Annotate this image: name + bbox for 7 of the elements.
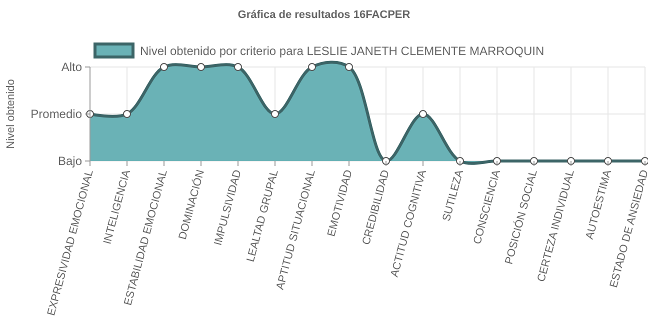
- x-tick-label: LEALTAD GRUPAL: [244, 168, 281, 264]
- text: Bajo: [58, 154, 82, 168]
- legend-label: Nivel obtenido por criterio para LESLIE JANETH CLEMENTE MARROQUIN: [140, 44, 544, 58]
- y-axis-title: Nivel obtenido: [5, 79, 17, 149]
- text: Alto: [61, 60, 82, 74]
- text: Promedio: [30, 107, 82, 121]
- chart-title: Gráfica de resultados 16FACPER: [238, 9, 410, 21]
